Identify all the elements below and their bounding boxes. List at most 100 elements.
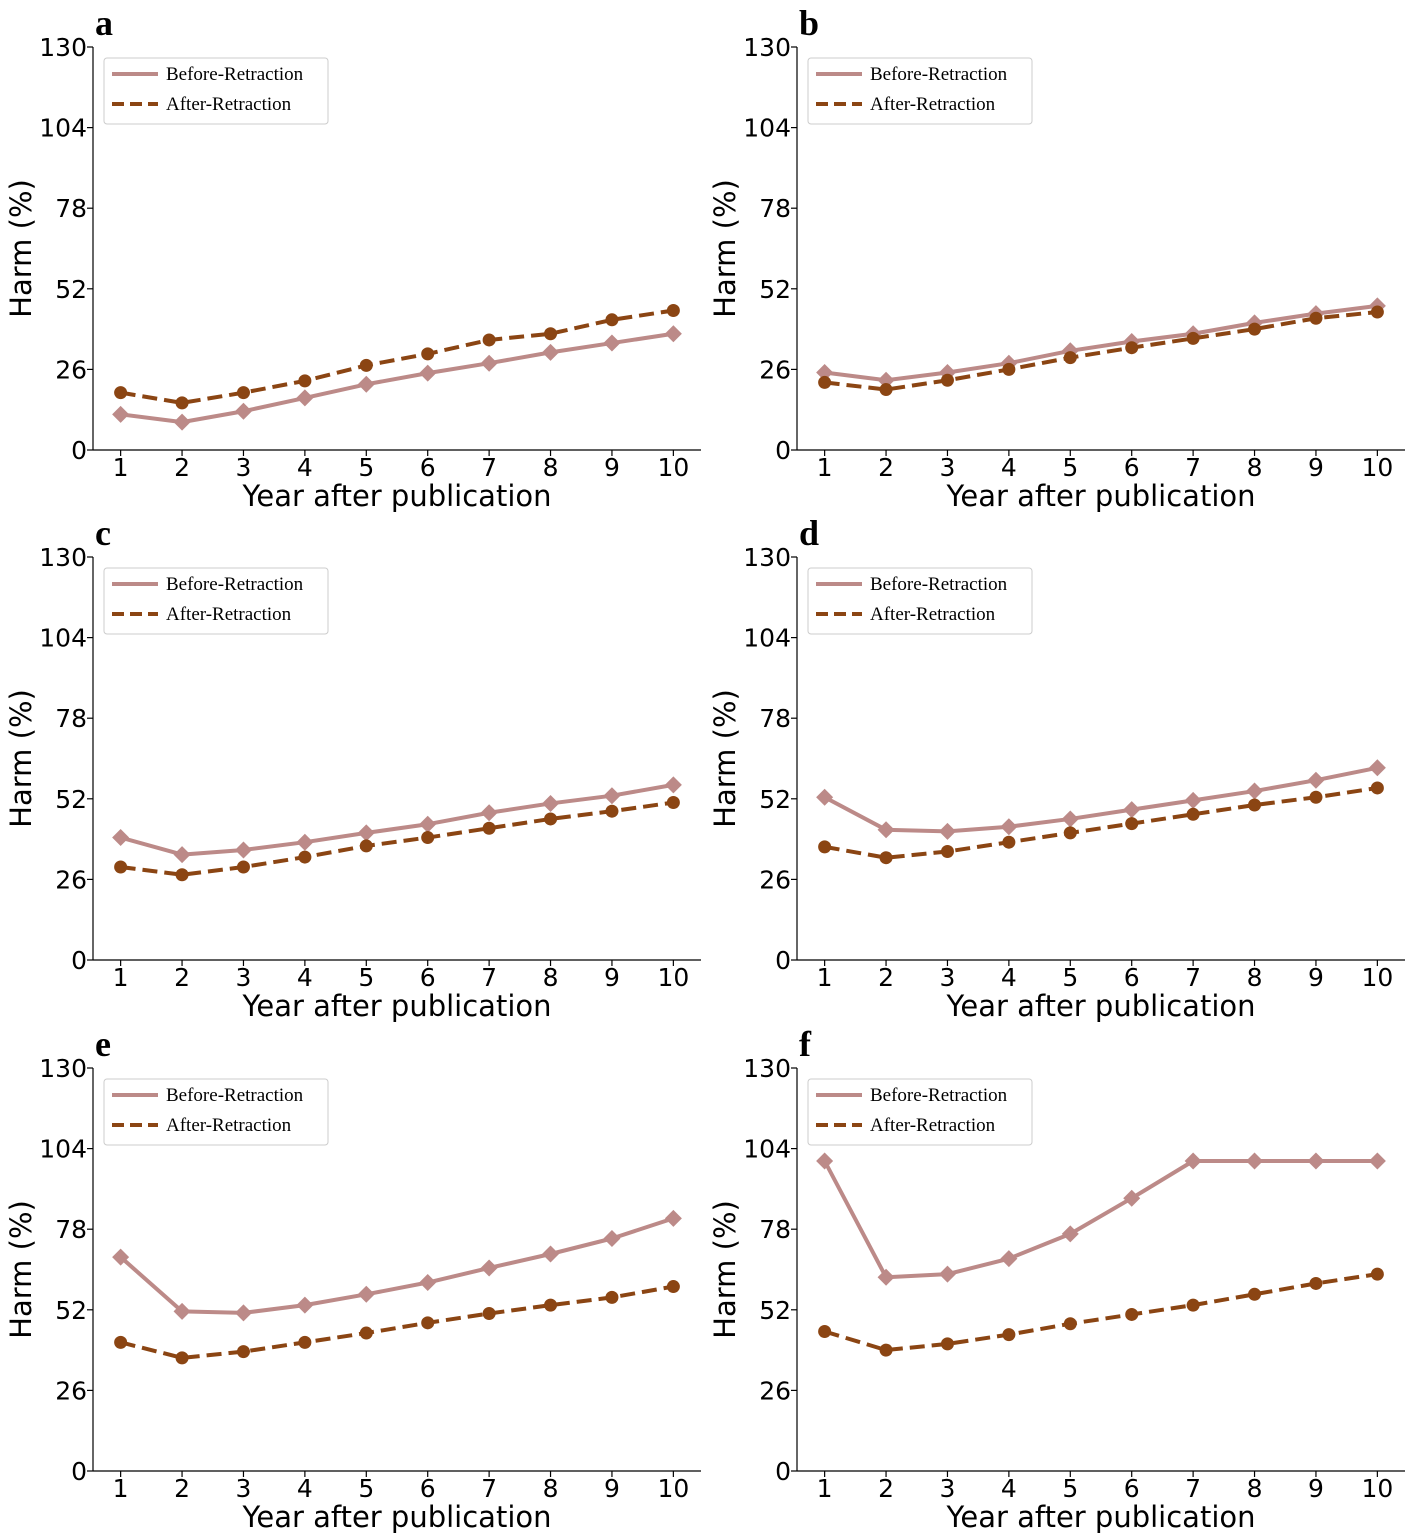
after-retraction-point	[544, 327, 558, 341]
after-retraction-point	[1248, 322, 1262, 336]
legend-box	[103, 1078, 329, 1146]
y-tick-label: 104	[743, 1135, 791, 1164]
after-retraction-point	[879, 851, 893, 865]
after-retraction-point	[1063, 351, 1077, 365]
after-retraction-point	[482, 821, 496, 835]
after-retraction-point	[1063, 1317, 1077, 1331]
after-retraction-point	[298, 850, 312, 864]
before-retraction-point	[357, 1285, 375, 1303]
x-axis-label: Year after publication	[945, 989, 1255, 1023]
before-retraction-point	[480, 354, 498, 372]
x-tick-label: 5	[358, 963, 374, 992]
x-tick-label: 10	[657, 453, 689, 482]
after-retraction-point	[1370, 781, 1384, 795]
after-retraction-point	[666, 796, 680, 810]
after-retraction-point	[175, 1351, 189, 1365]
after-retraction-point	[940, 373, 954, 387]
before-retraction-point	[816, 1152, 834, 1170]
y-tick-label: 104	[39, 624, 87, 653]
y-axis-label: Harm (%)	[708, 179, 742, 318]
x-tick-label: 3	[940, 963, 956, 992]
before-retraction-point	[664, 325, 682, 343]
after-retraction-line	[824, 310, 1378, 392]
before-retraction-point	[173, 1302, 191, 1320]
after-retraction-point	[359, 358, 373, 372]
after-retraction-point	[1309, 1276, 1323, 1290]
after-retraction-line	[120, 800, 674, 877]
after-retraction-line	[824, 785, 1378, 860]
after-retraction-point	[1063, 826, 1077, 840]
y-tick-label: 26	[55, 1376, 87, 1405]
y-tick-label: 52	[759, 785, 791, 814]
y-tick-label: 52	[55, 1296, 87, 1325]
after-retraction-point	[298, 374, 312, 388]
after-retraction-point	[879, 383, 893, 397]
legend: Before-Retraction After-Retraction	[807, 1078, 1033, 1146]
before-retraction-point	[419, 364, 437, 382]
y-tick-label: 52	[759, 275, 791, 304]
legend: Before-Retraction After-Retraction	[103, 57, 329, 125]
before-retraction-line	[823, 765, 1378, 834]
x-tick-label: 10	[1361, 963, 1393, 992]
before-retraction-point	[173, 846, 191, 864]
after-retraction-point	[1002, 362, 1016, 376]
before-retraction-point	[357, 824, 375, 842]
after-retraction-point	[1248, 798, 1262, 812]
x-tick-label: 9	[604, 963, 620, 992]
before-retraction-point	[664, 1209, 682, 1227]
after-retraction-point	[544, 1298, 558, 1312]
after-retraction-line	[120, 308, 674, 405]
legend: Before-Retraction After-Retraction	[807, 57, 1033, 125]
after-retraction-point	[421, 347, 435, 361]
legend-box	[807, 57, 1033, 125]
panel-letter: f	[799, 1024, 812, 1064]
x-tick-label: 8	[1247, 453, 1263, 482]
after-retraction-point	[1002, 835, 1016, 849]
before-retraction-point	[1123, 801, 1141, 819]
legend: Before-Retraction After-Retraction	[807, 567, 1033, 635]
before-retraction-point	[877, 371, 895, 389]
x-tick-label: 10	[1361, 1474, 1393, 1503]
after-retraction-point	[666, 1280, 680, 1294]
x-tick-label: 10	[657, 1474, 689, 1503]
legend-before-label: Before-Retraction	[166, 1085, 304, 1106]
x-tick-label: 3	[940, 1474, 956, 1503]
y-tick-label: 130	[39, 543, 87, 572]
after-retraction-point	[1186, 331, 1200, 345]
after-retraction-point	[818, 375, 832, 389]
x-axis-label: Year after publication	[241, 1500, 551, 1534]
x-tick-label: 7	[481, 963, 497, 992]
after-retraction-point	[1370, 1267, 1384, 1281]
after-retraction-line	[120, 1284, 674, 1360]
after-retraction-point	[1186, 807, 1200, 821]
before-retraction-point	[877, 821, 895, 839]
after-retraction-line	[824, 1272, 1378, 1353]
after-retraction-point	[1370, 305, 1384, 319]
before-retraction-point	[112, 829, 130, 847]
y-tick-label: 78	[759, 194, 791, 223]
before-retraction-line	[822, 1159, 1378, 1280]
x-tick-label: 5	[1062, 453, 1078, 482]
before-retraction-line	[824, 303, 1378, 383]
legend-before-label: Before-Retraction	[870, 64, 1008, 85]
y-tick-label: 52	[55, 275, 87, 304]
y-tick-label: 52	[55, 785, 87, 814]
y-tick-label: 104	[743, 624, 791, 653]
legend-after-label: After-Retraction	[870, 1115, 996, 1136]
x-tick-label: 4	[1001, 453, 1017, 482]
x-tick-label: 5	[358, 453, 374, 482]
legend-before-label: Before-Retraction	[166, 64, 304, 85]
after-retraction-point	[1248, 1287, 1262, 1301]
y-tick-label: 78	[55, 194, 87, 223]
after-retraction-point	[605, 313, 619, 327]
before-retraction-point	[1184, 791, 1202, 809]
x-tick-label: 5	[358, 1474, 374, 1503]
x-tick-label: 4	[297, 1474, 313, 1503]
y-tick-label: 0	[775, 436, 791, 465]
y-axis-label: Harm (%)	[4, 689, 38, 828]
